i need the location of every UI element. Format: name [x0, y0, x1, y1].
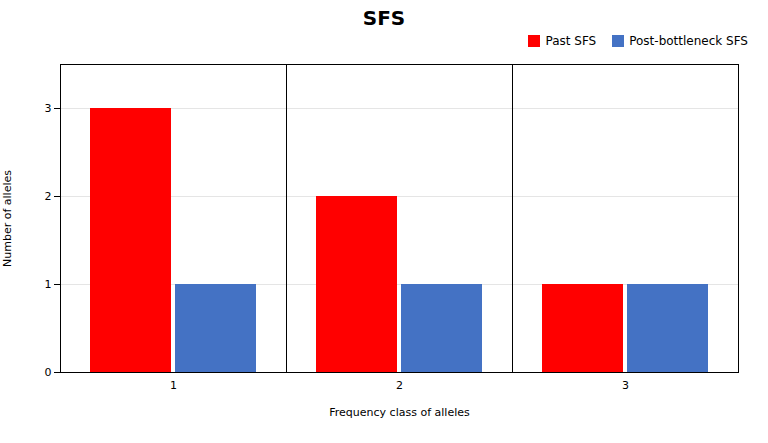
svg-text:0: 0 [45, 366, 52, 379]
svg-text:1: 1 [45, 278, 52, 291]
html-text:Past SFS: Past SFS [545, 34, 597, 48]
svg-text:2: 2 [396, 379, 403, 392]
svg-text:2: 2 [45, 190, 52, 203]
html-text:Post-bottleneck SFS: Post-bottleneck SFS [629, 34, 748, 48]
svg-text:1: 1 [170, 379, 177, 392]
svg-text:Frequency class of alleles: Frequency class of alleles [329, 406, 470, 419]
html-text:SFS: SFS [362, 6, 406, 30]
svg-text:3: 3 [622, 379, 629, 392]
svg-text:Number of alleles: Number of alleles [1, 170, 14, 267]
svg-text:3: 3 [45, 102, 52, 115]
